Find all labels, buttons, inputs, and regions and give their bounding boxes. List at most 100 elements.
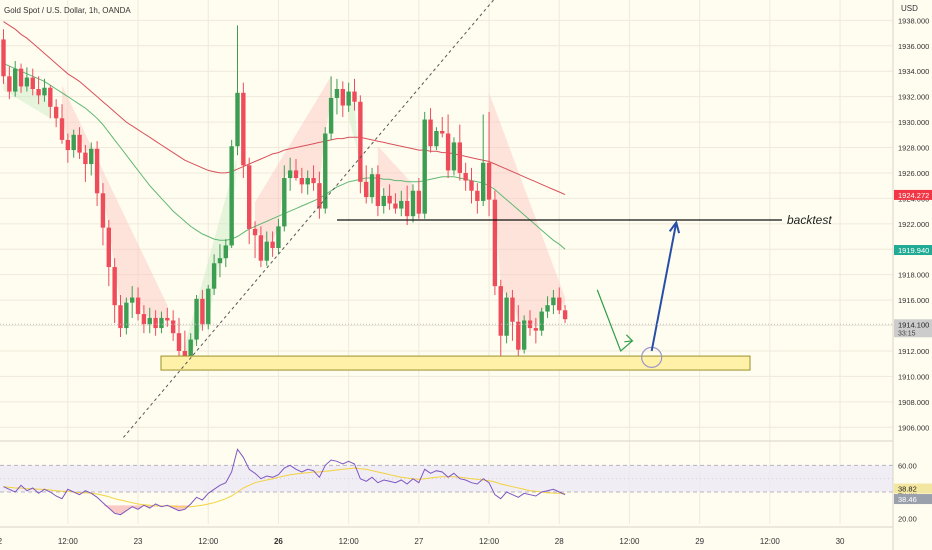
price-tick-label: 1932.000 — [898, 93, 929, 102]
candle-body — [1, 39, 6, 77]
rsi-signal-line — [3, 467, 566, 508]
candle-body — [287, 170, 293, 179]
candle-body — [422, 119, 427, 214]
candle-body — [469, 180, 474, 191]
candle-body — [18, 68, 24, 87]
rsi-badge — [894, 483, 932, 494]
candle-body — [124, 302, 129, 329]
candle-body — [364, 181, 369, 198]
price-badge-label: 1919.940 — [898, 246, 929, 255]
candle-body — [112, 267, 117, 306]
candle-body — [521, 320, 527, 350]
candle-body — [481, 162, 486, 201]
candle-body — [252, 228, 258, 236]
candle-body — [165, 317, 170, 321]
candle-body — [59, 118, 65, 140]
time-tick-label: 29 — [695, 537, 704, 546]
price-badge-label: 1924.272 — [898, 191, 929, 200]
candle-body — [334, 89, 340, 98]
candle-body — [457, 142, 462, 173]
candle-body — [375, 174, 381, 207]
time-tick-label: 12:00 — [58, 537, 79, 546]
candle-body — [305, 178, 310, 185]
time-tick-label: 12:00 — [619, 537, 640, 546]
candle-body — [545, 305, 550, 312]
price-tick-label: 1922.000 — [898, 220, 929, 229]
cloud-red — [255, 76, 332, 242]
forecast-blue-arrowhead — [668, 220, 681, 234]
backtest-label: backtest — [787, 213, 832, 227]
candle-body — [276, 226, 281, 248]
candles — [1, 25, 568, 369]
price-badge-label: 1914.100 — [898, 320, 929, 329]
candle-body — [7, 76, 12, 92]
rsi-line — [3, 448, 566, 516]
candle-body — [557, 297, 562, 311]
candle-body — [270, 241, 275, 248]
candle-body — [229, 146, 234, 246]
price-tick-label: 1912.000 — [898, 347, 929, 356]
candle-body — [170, 320, 176, 334]
forecast-green-arrow — [596, 289, 633, 353]
time-tick-label: 12:00 — [760, 537, 781, 546]
candle-body — [83, 152, 88, 165]
price-tick-label: 1938.000 — [898, 16, 929, 25]
time-tick-label: 28 — [555, 537, 564, 546]
candle-body — [53, 106, 59, 119]
candle-body — [323, 133, 328, 209]
annotations: backtest — [0, 0, 893, 438]
time-tick-label: 12:00 — [339, 537, 360, 546]
candle-body — [106, 227, 111, 268]
candle-body — [527, 320, 533, 329]
candle-body — [317, 183, 322, 209]
candle-body — [247, 165, 252, 229]
rsi-tick-label: 60.00 — [898, 461, 917, 470]
candle-body — [293, 170, 299, 179]
price-tick-label: 1936.000 — [898, 42, 929, 51]
candle-body — [36, 89, 41, 96]
candle-body — [182, 350, 188, 360]
price-badge — [894, 319, 932, 338]
candle-body — [258, 235, 264, 261]
price-badge-countdown: 33:15 — [898, 330, 916, 337]
ma-red-line — [3, 21, 566, 196]
price-tick-label: 1906.000 — [898, 423, 929, 432]
candle-body — [200, 298, 205, 325]
candle-body — [130, 297, 135, 303]
candle-body — [65, 139, 71, 151]
candle-body — [352, 91, 357, 102]
candle-body — [206, 288, 211, 325]
candle-body — [71, 134, 76, 151]
candle-body — [404, 200, 410, 217]
rsi-pane — [0, 448, 893, 528]
candle-body — [135, 297, 141, 315]
rsi-badge-label: 38.46 — [898, 495, 917, 504]
grid — [0, 0, 893, 524]
candle-body — [282, 178, 287, 227]
candle-body — [89, 148, 94, 165]
candle-body — [369, 174, 375, 198]
candle-body — [440, 130, 445, 134]
price-tick-label: 1926.000 — [898, 169, 929, 178]
price-tick-label: 1930.000 — [898, 118, 929, 127]
candle-body — [77, 134, 82, 153]
candle-body — [153, 317, 158, 329]
time-tick-label: 27 — [414, 537, 423, 546]
candle-body — [562, 310, 568, 320]
candle-body — [235, 92, 240, 147]
candle-body — [428, 119, 433, 147]
candle-body — [147, 317, 152, 325]
candle-body — [211, 263, 217, 289]
rsi-tick-label: 20.00 — [898, 515, 917, 524]
price-badge — [894, 245, 932, 256]
candle-body — [118, 305, 123, 329]
rsi-oversold-fill — [120, 505, 127, 515]
forecast-blue-arrow — [650, 222, 678, 352]
candle-body — [510, 297, 515, 322]
candle-body — [410, 190, 416, 217]
candle-body — [159, 317, 164, 329]
candle-body — [358, 101, 363, 182]
candle-body — [141, 314, 147, 325]
